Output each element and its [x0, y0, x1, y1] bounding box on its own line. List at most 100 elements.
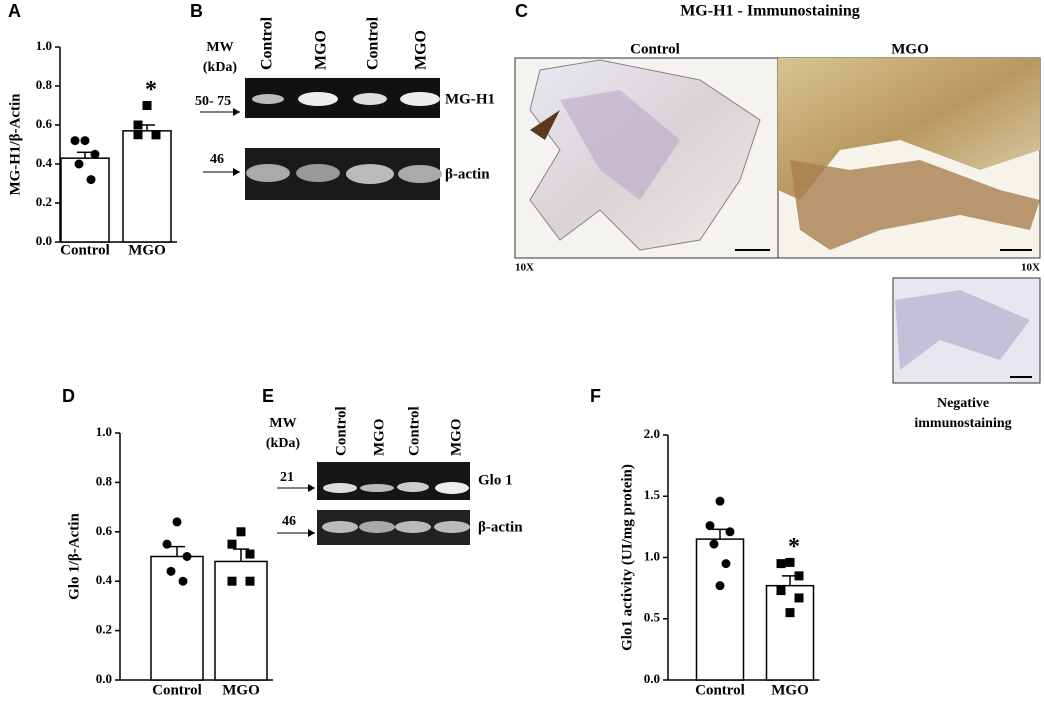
panel-letter: F — [590, 386, 601, 406]
mw-value: 50- 75 — [195, 94, 231, 109]
data-point — [776, 586, 786, 596]
y-tick-label: 0.2 — [96, 622, 112, 637]
data-point — [80, 136, 90, 146]
panel-letter: A — [8, 1, 21, 21]
mw-header: MW — [269, 416, 296, 431]
y-axis-label: Glo1 activity (UI/mg protein) — [619, 464, 635, 651]
y-tick-label: 2.0 — [644, 426, 660, 441]
magnification: 10X — [515, 262, 534, 274]
blot-b-image — [200, 78, 442, 200]
image-mgo — [777, 57, 1041, 259]
bar — [60, 157, 110, 243]
y-tick-label: 0.8 — [36, 77, 53, 92]
data-point — [70, 136, 80, 146]
lane-label: MGO — [413, 30, 430, 70]
protein-label: Glo 1 — [478, 472, 513, 488]
data-point — [794, 593, 804, 603]
data-point — [715, 581, 725, 591]
data-point — [133, 130, 143, 140]
blot-e-image — [277, 462, 470, 545]
y-tick-label: 0.4 — [36, 155, 53, 170]
bar — [765, 584, 815, 681]
data-point — [245, 549, 255, 559]
data-point — [166, 566, 176, 576]
y-tick-label: 0.6 — [96, 523, 113, 538]
y-tick-label: 1.5 — [644, 487, 661, 502]
lane-label: Control — [406, 406, 422, 456]
data-point — [172, 517, 182, 527]
y-tick-label: 0.0 — [36, 233, 52, 248]
data-point — [785, 557, 795, 567]
y-tick-label: 0.2 — [36, 194, 52, 209]
mw-header: (kDa) — [203, 60, 238, 75]
data-point — [162, 539, 172, 549]
data-point — [133, 120, 143, 130]
x-tick-label: MGO — [128, 242, 166, 258]
data-point — [90, 149, 100, 159]
data-point — [182, 552, 192, 561]
image-caption: MGO — [891, 41, 929, 57]
panel-title: MG-H1 - Immunostaining — [680, 3, 860, 20]
y-tick-label: 0.6 — [36, 116, 53, 131]
image-control — [514, 57, 779, 259]
negative-caption: immunostaining — [914, 416, 1011, 431]
y-tick-label: 1.0 — [644, 548, 660, 563]
significance: * — [788, 534, 800, 560]
data-point — [74, 159, 84, 169]
data-point — [715, 496, 725, 506]
protein-label: β-actin — [445, 166, 490, 182]
protein-label: MG-H1 — [445, 91, 495, 107]
data-point — [236, 527, 246, 537]
bar — [122, 130, 172, 243]
lane-label: Control — [333, 406, 349, 456]
panel-letter: D — [62, 386, 75, 406]
mw-header: MW — [206, 40, 233, 55]
x-tick-label: Control — [152, 682, 202, 698]
magnification: 10X — [1021, 262, 1040, 274]
significance: * — [145, 77, 157, 103]
bar — [150, 555, 204, 681]
data-point — [245, 576, 255, 586]
data-point — [725, 527, 735, 537]
y-tick-label: 0.0 — [644, 671, 660, 686]
mw-value: 21 — [280, 470, 294, 485]
lane-label: Control — [259, 16, 276, 70]
panel-letter: C — [515, 1, 528, 21]
lane-label: MGO — [313, 30, 330, 70]
mw-value: 46 — [282, 514, 296, 529]
data-point — [86, 175, 96, 185]
image-caption: Control — [630, 41, 680, 57]
mw-value: 46 — [210, 152, 224, 167]
y-axis-label: Glo 1/β-Actin — [66, 513, 82, 600]
lane-label: MGO — [448, 419, 464, 457]
x-tick-label: MGO — [222, 682, 260, 698]
bar — [214, 560, 268, 681]
x-tick-label: Control — [60, 242, 110, 258]
data-point — [709, 539, 719, 549]
data-point — [151, 130, 161, 140]
negative-caption: Negative — [937, 396, 989, 411]
mw-header: (kDa) — [266, 436, 301, 451]
data-point — [705, 521, 715, 531]
x-tick-label: MGO — [771, 682, 809, 698]
y-tick-label: 0.4 — [96, 572, 113, 587]
data-point — [794, 571, 804, 581]
y-axis-label: MG-H1/β-Actin — [7, 93, 23, 196]
data-point — [227, 576, 237, 586]
panel-letter: E — [262, 386, 274, 406]
lane-label: MGO — [371, 419, 387, 457]
data-point — [227, 539, 237, 549]
y-tick-label: 0.5 — [644, 610, 661, 625]
data-point — [178, 576, 188, 586]
y-tick-label: 1.0 — [36, 38, 52, 53]
y-tick-label: 0.0 — [96, 671, 112, 686]
lane-label: Control — [365, 16, 382, 70]
data-point — [776, 559, 786, 569]
panel-letter: B — [190, 1, 203, 21]
bar — [695, 538, 745, 681]
data-point — [785, 608, 795, 618]
protein-label: β-actin — [478, 519, 523, 535]
image-negative — [892, 277, 1041, 384]
data-point — [142, 101, 152, 110]
